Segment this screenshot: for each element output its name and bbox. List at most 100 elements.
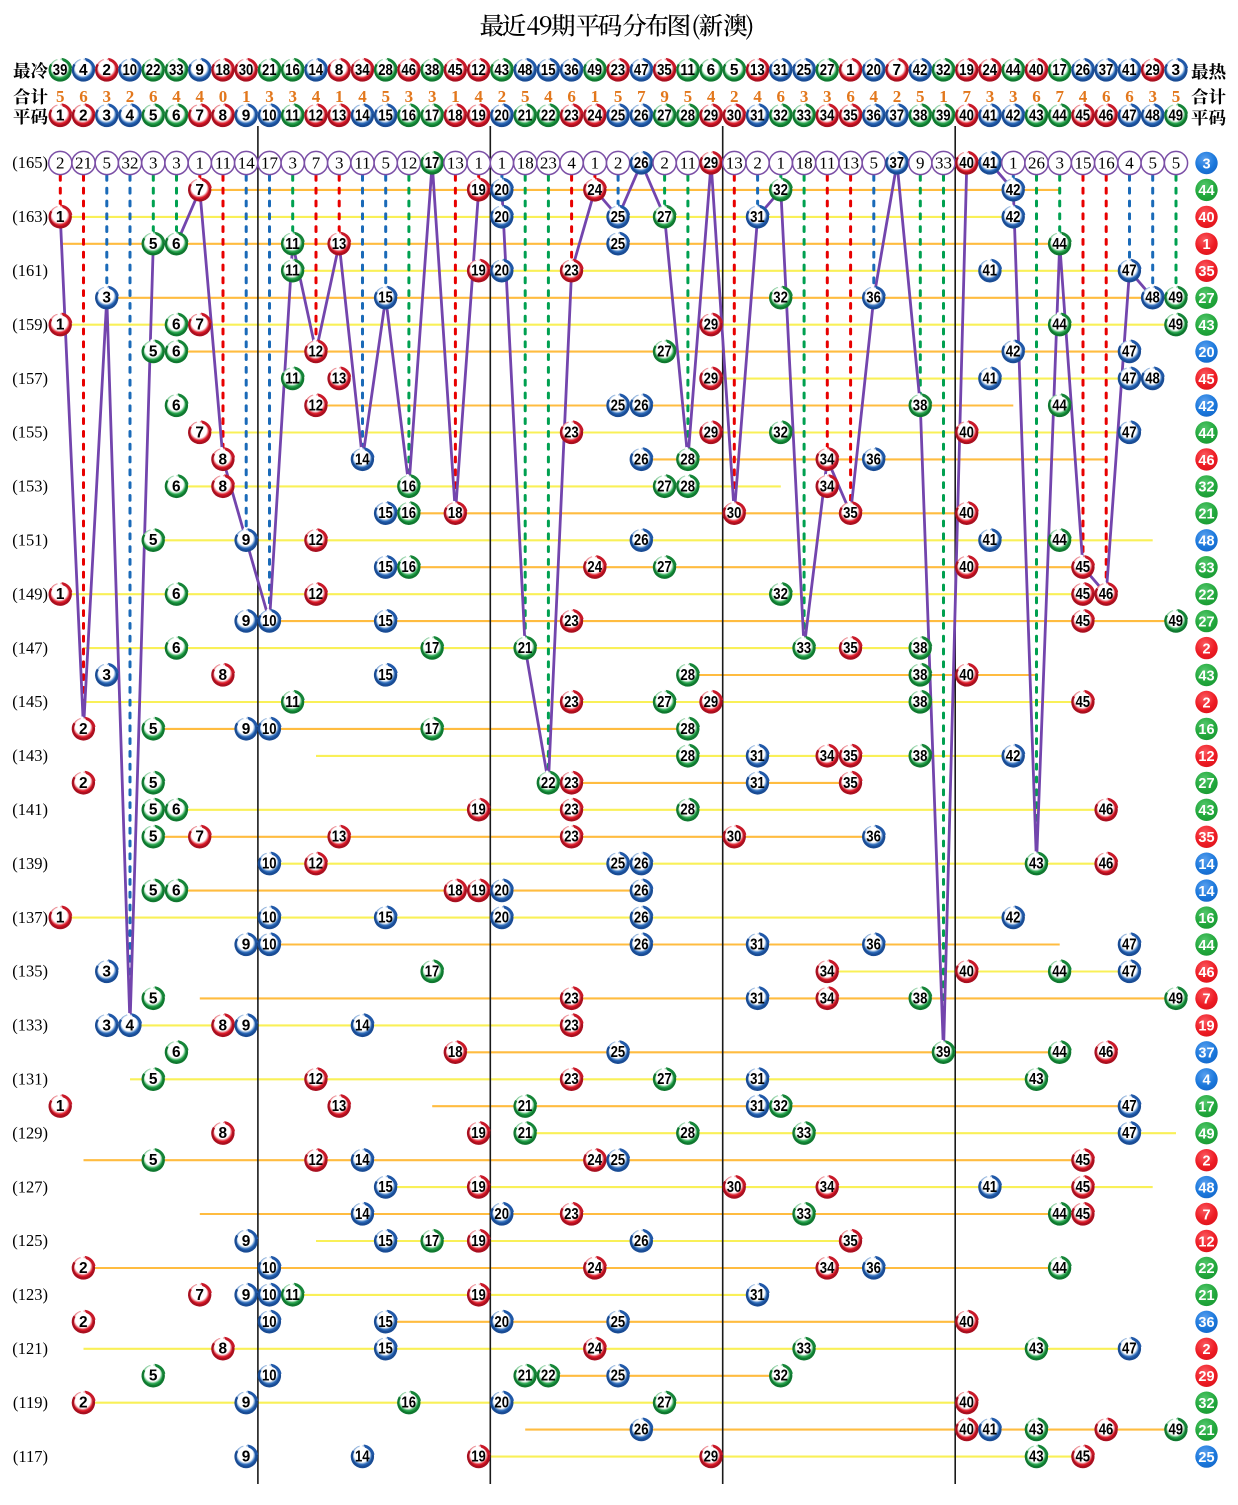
svg-text:10: 10 (262, 856, 277, 873)
svg-text:44: 44 (1052, 532, 1067, 549)
svg-text:46: 46 (1198, 453, 1214, 469)
svg-text:28: 28 (680, 478, 695, 495)
svg-text:27: 27 (1198, 291, 1214, 307)
svg-text:28: 28 (680, 451, 695, 468)
svg-text:16: 16 (401, 1395, 416, 1412)
svg-text:3: 3 (1202, 156, 1210, 172)
svg-text:(137): (137) (12, 908, 48, 927)
svg-text:9: 9 (242, 1017, 251, 1034)
svg-text:49: 49 (1169, 1422, 1184, 1439)
svg-text:30: 30 (239, 62, 254, 79)
svg-text:3: 3 (102, 667, 111, 684)
svg-text:4: 4 (126, 107, 135, 124)
svg-text:36: 36 (866, 936, 881, 953)
svg-text:2: 2 (102, 62, 111, 79)
svg-text:44: 44 (1052, 317, 1067, 334)
svg-text:46: 46 (1099, 1422, 1114, 1439)
svg-text:4: 4 (753, 87, 762, 106)
svg-text:44: 44 (1052, 1260, 1067, 1277)
svg-text:9: 9 (242, 721, 251, 738)
svg-text:27: 27 (1198, 776, 1214, 792)
svg-text:14: 14 (355, 1017, 370, 1034)
svg-text:43: 43 (1029, 1449, 1044, 1466)
svg-text:11: 11 (285, 371, 300, 388)
svg-text:5: 5 (1172, 154, 1181, 173)
svg-text:17: 17 (425, 963, 440, 980)
svg-text:1: 1 (1009, 154, 1018, 173)
svg-text:14: 14 (355, 451, 370, 468)
svg-text:29: 29 (704, 371, 719, 388)
svg-text:31: 31 (750, 748, 765, 765)
svg-text:3: 3 (1148, 87, 1157, 106)
svg-text:4: 4 (1079, 87, 1088, 106)
svg-text:12: 12 (309, 532, 324, 549)
svg-text:39: 39 (936, 1044, 951, 1061)
svg-text:44: 44 (1198, 426, 1214, 442)
svg-text:32: 32 (773, 1368, 788, 1385)
svg-text:32: 32 (936, 62, 951, 79)
svg-text:31: 31 (773, 62, 788, 79)
svg-text:9: 9 (242, 107, 251, 124)
svg-text:43: 43 (1029, 1071, 1044, 1088)
svg-text:(117): (117) (13, 1447, 48, 1466)
svg-text:4: 4 (1202, 1073, 1210, 1089)
svg-text:42: 42 (1006, 107, 1021, 124)
svg-text:11: 11 (680, 62, 695, 79)
svg-text:11: 11 (354, 154, 370, 173)
svg-text:19: 19 (1198, 1019, 1214, 1035)
svg-text:47: 47 (1122, 263, 1137, 280)
svg-text:5: 5 (149, 1152, 158, 1169)
svg-text:3: 3 (335, 154, 344, 173)
svg-text:13: 13 (750, 62, 765, 79)
svg-text:16: 16 (1198, 911, 1214, 927)
svg-text:32: 32 (773, 290, 788, 307)
svg-text:1: 1 (335, 87, 344, 106)
svg-text:32: 32 (1198, 1396, 1214, 1412)
svg-text:45: 45 (1076, 559, 1091, 576)
svg-text:12: 12 (309, 856, 324, 873)
svg-text:42: 42 (1006, 209, 1021, 226)
svg-text:46: 46 (1198, 965, 1214, 981)
svg-text:16: 16 (1098, 154, 1115, 173)
svg-text:28: 28 (378, 62, 393, 79)
svg-text:13: 13 (332, 1098, 347, 1115)
svg-text:4: 4 (1125, 154, 1134, 173)
svg-text:5: 5 (149, 883, 158, 900)
svg-text:47: 47 (1122, 424, 1137, 441)
svg-text:3: 3 (102, 1017, 111, 1034)
svg-text:23: 23 (564, 802, 579, 819)
svg-text:8: 8 (335, 62, 344, 79)
svg-text:47: 47 (1122, 344, 1137, 361)
svg-text:3: 3 (428, 87, 437, 106)
svg-text:34: 34 (820, 748, 835, 765)
svg-text:20: 20 (494, 1206, 509, 1223)
svg-text:28: 28 (680, 748, 695, 765)
svg-text:45: 45 (448, 62, 463, 79)
svg-text:31: 31 (750, 107, 765, 124)
svg-text:40: 40 (959, 667, 974, 684)
svg-text:45: 45 (1198, 372, 1214, 388)
svg-text:26: 26 (634, 397, 649, 414)
svg-text:48: 48 (1145, 371, 1160, 388)
svg-text:28: 28 (680, 107, 695, 124)
svg-text:25: 25 (611, 856, 626, 873)
svg-text:21: 21 (518, 1125, 533, 1142)
svg-text:3: 3 (149, 154, 158, 173)
svg-text:40: 40 (959, 424, 974, 441)
svg-text:38: 38 (913, 397, 928, 414)
svg-text:5: 5 (381, 87, 390, 106)
svg-text:1: 1 (591, 154, 600, 173)
svg-text:22: 22 (146, 62, 161, 79)
svg-text:2: 2 (56, 154, 65, 173)
svg-text:40: 40 (959, 559, 974, 576)
svg-text:2: 2 (1202, 641, 1210, 657)
svg-text:15: 15 (378, 290, 393, 307)
svg-text:17: 17 (425, 1233, 440, 1250)
svg-text:40: 40 (1198, 210, 1214, 226)
svg-text:18: 18 (448, 1044, 463, 1061)
svg-text:9: 9 (242, 613, 251, 630)
svg-text:15: 15 (378, 1341, 393, 1358)
svg-text:(161): (161) (12, 261, 48, 280)
svg-text:(123): (123) (12, 1285, 48, 1304)
svg-text:48: 48 (1198, 534, 1214, 550)
